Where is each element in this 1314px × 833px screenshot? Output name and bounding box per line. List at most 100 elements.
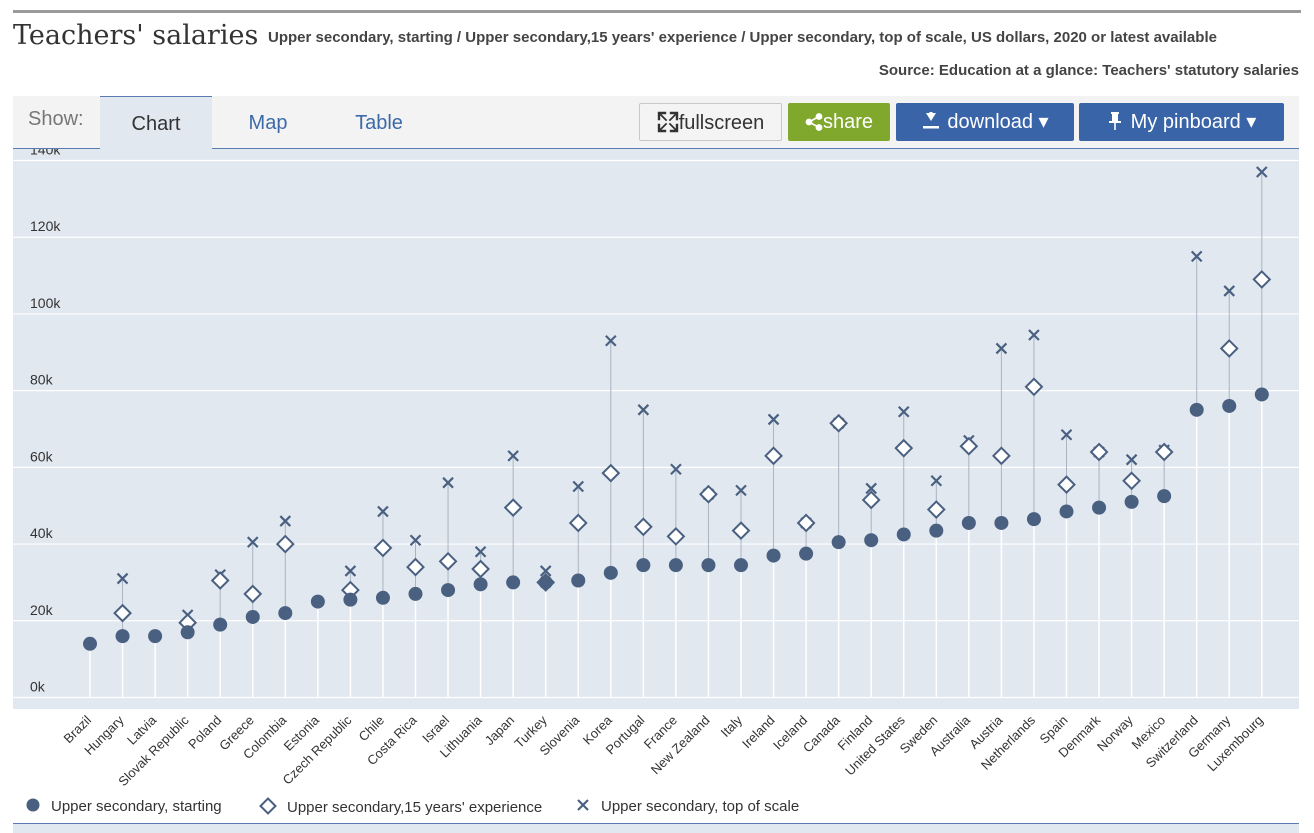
point-15-years — [438, 551, 458, 571]
page-title: Teachers' salaries — [13, 20, 259, 51]
point-starting — [1254, 387, 1269, 402]
point-top-of-scale — [442, 476, 454, 489]
point-top-of-scale — [930, 475, 943, 487]
point-starting — [864, 533, 879, 548]
footer-bar — [13, 823, 1299, 833]
y-tick-label: 80k — [30, 372, 54, 388]
tab-table[interactable]: Table — [355, 112, 403, 134]
show-label: Show: — [28, 108, 84, 130]
source-note: Source: Education at a glance: Teachers'… — [878, 62, 1299, 79]
point-15-years — [764, 446, 783, 466]
point-top-of-scale — [409, 534, 422, 547]
point-top-of-scale — [735, 484, 747, 497]
pin-icon — [1108, 112, 1121, 130]
point-top-of-scale — [865, 482, 877, 495]
point-top-of-scale — [474, 545, 487, 558]
point-top-of-scale — [767, 413, 780, 426]
point-15-years — [275, 534, 295, 554]
y-tick-label: 100k — [30, 295, 61, 311]
point-starting — [343, 592, 358, 607]
point-starting — [603, 565, 618, 580]
legend-item-15-years[interactable]: Upper secondary,15 years' experience — [259, 797, 542, 816]
point-starting — [310, 594, 325, 609]
point-starting — [506, 575, 521, 590]
point-15-years — [471, 559, 491, 579]
y-tick-label: 120k — [30, 218, 61, 234]
point-starting — [115, 629, 130, 644]
fullscreen-button[interactable]: fullscreen — [639, 103, 782, 141]
x-tick-label: Italy — [718, 712, 746, 740]
point-15-years — [1024, 377, 1044, 397]
point-starting — [994, 515, 1009, 530]
fullscreen-label: fullscreen — [678, 112, 765, 134]
point-15-years — [861, 490, 881, 510]
legend-diamond-icon — [259, 797, 277, 815]
tab-chart[interactable]: Chart — [100, 96, 212, 150]
x-tick-label: Canada — [800, 712, 843, 755]
point-top-of-scale — [344, 565, 357, 577]
x-tick-label: Japan — [482, 713, 518, 749]
point-starting — [408, 586, 423, 601]
point-15-years — [1089, 442, 1109, 462]
point-15-years — [601, 463, 621, 483]
legend-label-starting: Upper secondary, starting — [51, 798, 222, 815]
legend: Upper secondary, starting Upper secondar… — [13, 797, 1299, 823]
point-15-years — [699, 484, 718, 504]
legend-x-icon — [577, 799, 589, 811]
point-top-of-scale — [637, 404, 650, 416]
y-tick-label: 60k — [30, 448, 54, 464]
point-15-years — [991, 446, 1011, 466]
point-top-of-scale — [897, 405, 910, 418]
point-starting — [896, 527, 911, 542]
download-button[interactable]: download ▾ — [896, 103, 1074, 141]
point-starting — [701, 558, 716, 573]
point-starting — [245, 609, 260, 624]
point-top-of-scale — [572, 480, 585, 493]
point-starting — [213, 617, 228, 632]
point-starting — [83, 636, 97, 651]
point-15-years — [406, 557, 425, 577]
download-icon — [923, 112, 940, 129]
point-15-years — [829, 413, 849, 433]
point-starting — [668, 558, 683, 573]
plot-area: 0k 20k 40k 60k 80k 100k 120k 140k — [13, 142, 1299, 709]
pinboard-button[interactable]: My pinboard ▾ — [1079, 103, 1284, 141]
point-15-years — [1154, 442, 1174, 462]
point-top-of-scale — [1256, 166, 1268, 178]
chart-toolbar: Show: Chart Map Table fullscreen share d… — [13, 96, 1299, 150]
legend-item-starting[interactable]: Upper secondary, starting — [25, 797, 222, 815]
tab-map[interactable]: Map — [248, 112, 288, 134]
point-starting — [1059, 504, 1074, 519]
point-15-years — [1057, 475, 1076, 495]
point-starting — [473, 577, 488, 592]
legend-circle-icon — [26, 798, 40, 812]
y-tick-label: 0k — [30, 678, 46, 694]
legend-item-top-of-scale[interactable]: Upper secondary, top of scale — [575, 797, 799, 815]
point-15-years — [113, 603, 132, 623]
point-15-years — [666, 526, 686, 546]
point-starting — [148, 629, 163, 644]
share-button[interactable]: share — [788, 103, 890, 141]
point-15-years — [633, 517, 653, 537]
header-rule — [13, 10, 1301, 13]
point-starting — [538, 575, 553, 590]
point-starting — [1124, 494, 1139, 509]
point-starting — [1157, 489, 1172, 504]
point-top-of-scale — [670, 463, 682, 476]
x-tick-label: Norway — [1094, 712, 1136, 754]
point-top-of-scale — [1223, 285, 1236, 297]
point-top-of-scale — [377, 505, 389, 518]
point-starting — [929, 523, 944, 538]
legend-label-15-years: Upper secondary,15 years' experience — [287, 799, 543, 816]
pinboard-label: My pinboard ▾ — [1130, 111, 1257, 133]
fullscreen-icon — [657, 111, 678, 133]
y-tick-label: 140k — [30, 149, 61, 158]
legend-label-top-of-scale: Upper secondary, top of scale — [601, 798, 800, 815]
point-starting — [1189, 402, 1204, 417]
point-starting — [375, 590, 390, 605]
point-15-years — [1122, 471, 1142, 491]
page-subtitle: Upper secondary, starting / Upper second… — [268, 29, 1217, 46]
point-15-years — [1252, 269, 1272, 289]
point-top-of-scale — [246, 536, 259, 548]
point-15-years — [894, 438, 914, 458]
